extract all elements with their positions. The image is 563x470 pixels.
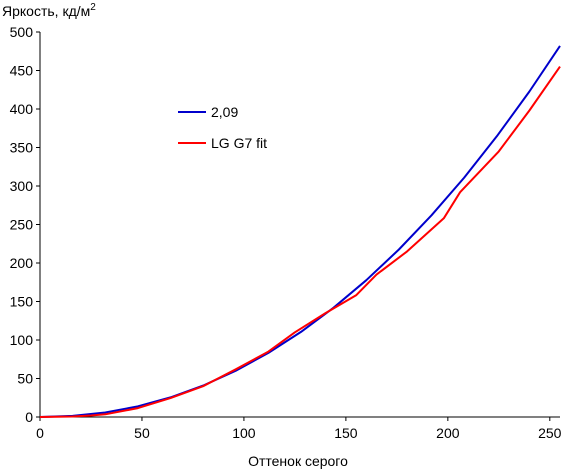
x-tick-label: 0	[36, 425, 44, 441]
y-tick-label: 450	[10, 63, 34, 79]
y-axis-label-sup: 2	[90, 2, 96, 13]
legend-label-series-2: LG G7 fit	[211, 135, 267, 151]
x-tick-label: 150	[334, 425, 358, 441]
x-tick-label: 200	[436, 425, 460, 441]
plot-frame	[39, 32, 560, 418]
legend: 2,09 LG G7 fit	[178, 104, 267, 151]
legend-label-series-1: 2,09	[211, 104, 238, 120]
x-tick-label: 50	[134, 425, 150, 441]
y-tick-label: 500	[10, 24, 34, 40]
series-line-2	[39, 66, 561, 418]
y-tick-label: 100	[10, 332, 34, 348]
y-tick-label: 250	[10, 217, 34, 233]
y-tick-label: 400	[10, 101, 34, 117]
series-layer	[39, 45, 561, 418]
y-tick-label: 150	[10, 294, 34, 310]
y-tick-label: 200	[10, 255, 34, 271]
x-tick-label: 100	[232, 425, 256, 441]
y-tick-label: 350	[10, 140, 34, 156]
x-tick-label: 250	[538, 425, 562, 441]
x-axis-label: Оттенок серого	[248, 453, 348, 469]
y-axis-label: Яркость, кд/м2	[2, 2, 96, 19]
y-tick-label: 0	[25, 409, 33, 425]
y-ticks: 0 50 100 150 200 250 300 350 400 450 500	[10, 24, 40, 425]
x-ticks: 0 50 100 150 200 250	[36, 417, 562, 441]
y-tick-label: 300	[10, 178, 34, 194]
y-tick-label: 50	[17, 371, 33, 387]
series-line-1	[39, 45, 561, 418]
